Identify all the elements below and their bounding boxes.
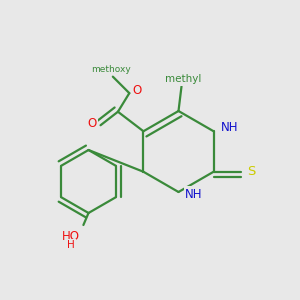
Text: methoxy: methoxy <box>92 64 131 74</box>
Text: O: O <box>87 117 96 130</box>
Text: O: O <box>132 84 142 97</box>
Text: S: S <box>247 165 255 178</box>
Text: HO: HO <box>61 230 80 244</box>
Text: methyl: methyl <box>165 74 201 84</box>
Text: NH: NH <box>220 121 238 134</box>
Text: NH: NH <box>185 188 203 201</box>
Text: H: H <box>67 240 74 250</box>
